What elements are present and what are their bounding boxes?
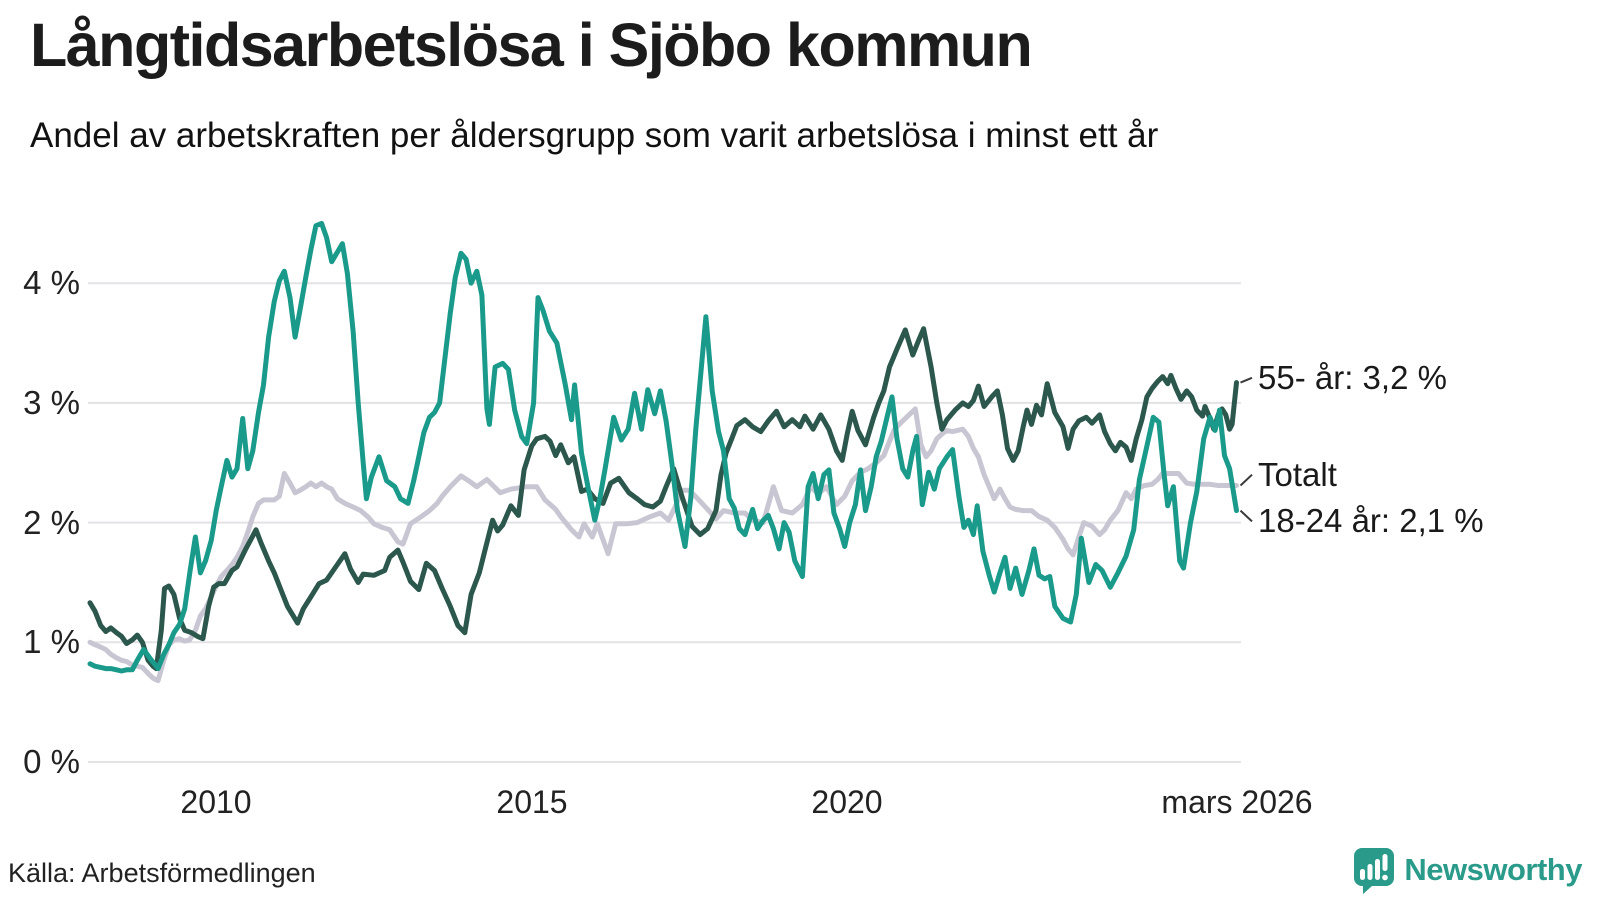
x-axis-tick-label: 2010 (180, 784, 252, 820)
page-subtitle: Andel av arbetskraften per åldersgrupp s… (30, 116, 1159, 155)
series-end-label-18-24: 18-24 år: 2,1 % (1258, 502, 1484, 539)
x-axis-tick-label: mars 2026 (1161, 784, 1313, 820)
y-axis-tick-label: 4 % (23, 264, 80, 301)
page-title: Långtidsarbetslösa i Sjöbo kommun (30, 11, 1033, 79)
source-note: Källa: Arbetsförmedlingen (8, 858, 316, 888)
y-axis-tick-label: 1 % (23, 623, 80, 660)
newsworthy-logo: Newsworthy (1352, 846, 1582, 894)
label-connector (1240, 376, 1253, 384)
series-line-totalt (87, 406, 1239, 684)
newsworthy-wordmark: Newsworthy (1404, 852, 1582, 887)
gridlines (88, 282, 1241, 763)
series-line-55-r (87, 326, 1239, 672)
x-axis-tick-label: 2020 (811, 784, 883, 820)
series-line-18-24-r (87, 220, 1239, 674)
y-axis-tick-label: 2 % (23, 504, 80, 541)
y-axis-tick-label: 3 % (23, 384, 80, 421)
x-axis-tick-label: 2015 (496, 784, 568, 820)
series-end-label-totalt: Totalt (1258, 456, 1337, 493)
newsworthy-bubble-chart-icon (1352, 846, 1395, 894)
label-connectors (1239, 376, 1253, 523)
label-connector (1239, 509, 1253, 523)
series-lines (87, 220, 1239, 684)
series-end-label-55: 55- år: 3,2 % (1258, 359, 1447, 396)
label-connector (1239, 473, 1253, 487)
y-axis-tick-label: 0 % (23, 743, 80, 780)
